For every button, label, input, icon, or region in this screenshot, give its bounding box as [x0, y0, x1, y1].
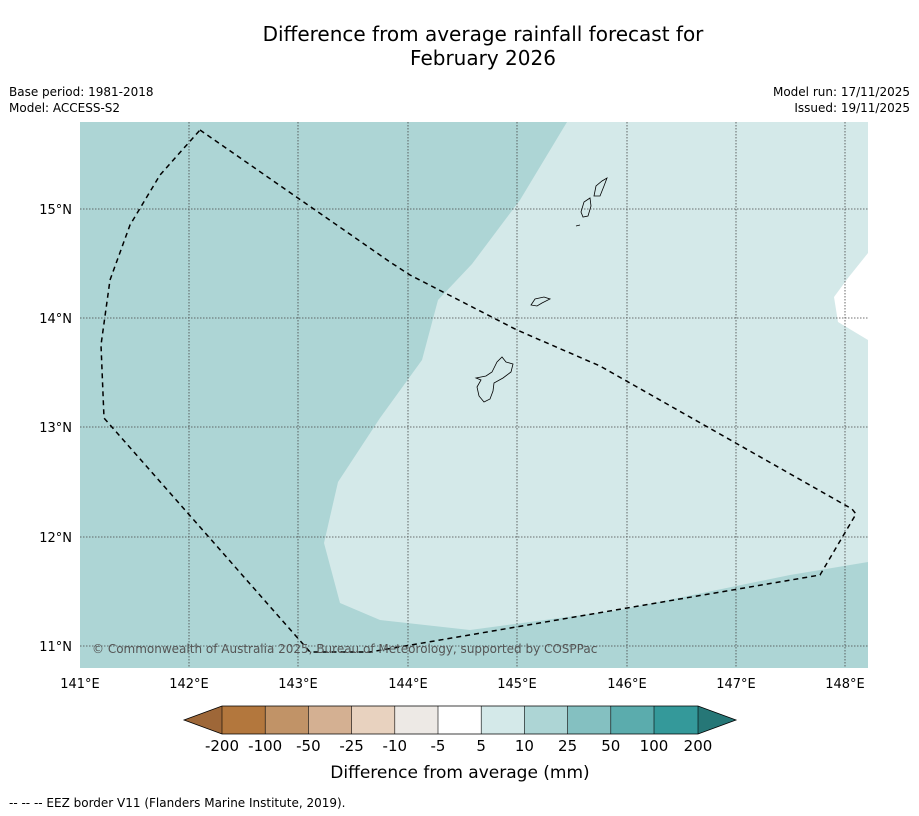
colorbar-tick: -200 — [205, 737, 239, 755]
colorbar: -200 -100 -50 -25 -10 -5 5 10 25 50 100 … — [182, 705, 738, 783]
lon-label: 146°E — [607, 677, 647, 692]
colorbar-segment — [481, 706, 525, 734]
colorbar-ticks: -200 -100 -50 -25 -10 -5 5 10 25 50 100 … — [205, 737, 712, 755]
base-period: Base period: 1981-2018 — [9, 85, 154, 99]
island-rota — [530, 296, 552, 307]
lon-label: 148°E — [825, 677, 865, 692]
lon-label: 141°E — [60, 677, 100, 692]
colorbar-segment — [438, 706, 482, 734]
latitude-labels: 15°N 14°N 13°N 12°N 11°N — [39, 203, 72, 655]
colorbar-segment — [351, 706, 395, 734]
map-title: Difference from average rainfall forecas… — [0, 22, 919, 70]
longitude-labels: 141°E 142°E 143°E 144°E 145°E 146°E 147°… — [60, 677, 865, 692]
model-name: Model: ACCESS-S2 — [9, 101, 121, 115]
colorbar-tick: -10 — [383, 737, 408, 755]
lat-label: 11°N — [39, 640, 72, 655]
lon-label: 143°E — [278, 677, 318, 692]
meta-left: Base period: 1981-2018 Model: ACCESS-S2 — [9, 84, 154, 116]
colorbar-segment — [308, 706, 352, 734]
colorbar-tick: 50 — [601, 737, 620, 755]
lon-label: 144°E — [388, 677, 428, 692]
island-aguijan — [575, 224, 581, 227]
colorbar-tick: -5 — [431, 737, 446, 755]
lon-label: 142°E — [169, 677, 209, 692]
lat-label: 14°N — [39, 312, 72, 327]
issued-date: Issued: 19/11/2025 — [794, 101, 910, 115]
lat-label: 15°N — [39, 203, 72, 218]
island-saipan — [593, 177, 608, 197]
colorbar-segment — [654, 706, 698, 734]
eez-legend-note: -- -- -- EEZ border V11 (Flanders Marine… — [9, 796, 346, 810]
colorbar-label: Difference from average (mm) — [330, 763, 589, 783]
colorbar-tick: -100 — [248, 737, 282, 755]
map-area: © Commonwealth of Australia 2025, Bureau… — [80, 122, 868, 668]
colorbar-segment — [265, 706, 309, 734]
lon-label: 145°E — [497, 677, 537, 692]
meta-right: Model run: 17/11/2025 Issued: 19/11/2025 — [773, 84, 910, 116]
colorbar-tick: -25 — [339, 737, 364, 755]
colorbar-tick: 10 — [515, 737, 534, 755]
colorbar-segment — [698, 706, 736, 734]
colorbar-segment — [610, 706, 654, 734]
island-guam — [474, 356, 514, 403]
lon-label: 147°E — [716, 677, 756, 692]
colorbar-tick: 200 — [684, 737, 713, 755]
eez-border — [100, 129, 857, 653]
colorbar-tick: 25 — [558, 737, 577, 755]
title-line-1: Difference from average rainfall forecas… — [262, 22, 704, 46]
model-run: Model run: 17/11/2025 — [772, 85, 910, 99]
lat-label: 13°N — [39, 421, 72, 436]
island-tinian — [580, 197, 592, 218]
colorbar-segment — [567, 706, 611, 734]
lat-label: 12°N — [39, 531, 72, 546]
colorbar-segment — [524, 706, 568, 734]
colorbar-segment — [184, 706, 222, 734]
islands — [474, 177, 608, 403]
title-line-2: February 2026 — [410, 46, 556, 70]
colorbar-tick: 100 — [640, 737, 669, 755]
region-5-10 — [324, 122, 868, 630]
copyright-notice: © Commonwealth of Australia 2025, Bureau… — [92, 642, 597, 656]
gridlines — [80, 122, 868, 668]
colorbar-tick: -50 — [296, 737, 321, 755]
colorbar-segment — [222, 706, 266, 734]
colorbar-dividers — [221, 706, 699, 734]
colorbar-tick: 5 — [476, 737, 486, 755]
colorbar-segment — [394, 706, 438, 734]
